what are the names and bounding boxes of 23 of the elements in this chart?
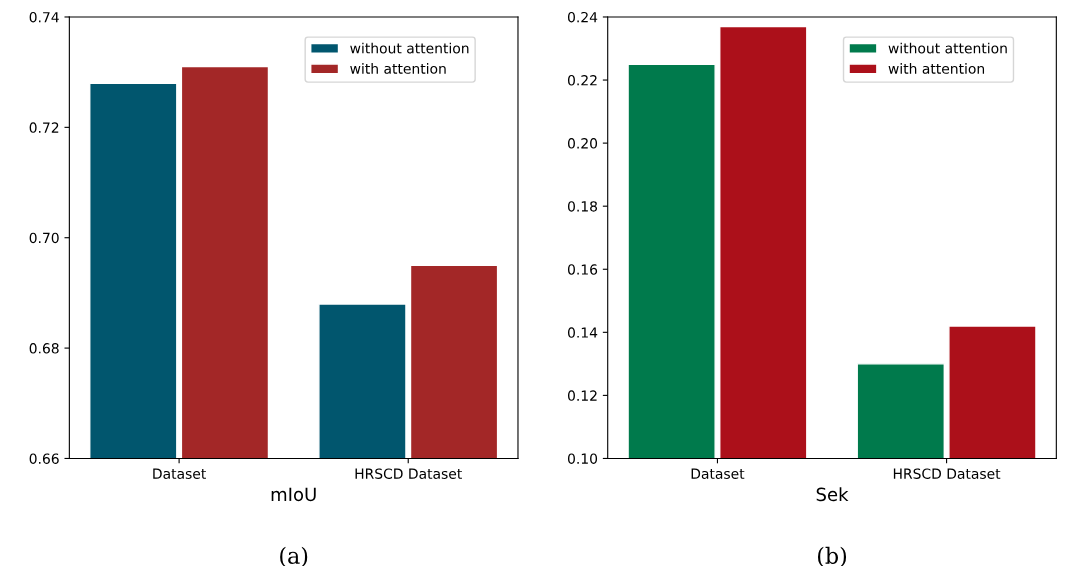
y-tick-label: 0.16 (567, 264, 598, 275)
y-tick-label: 0.74 (29, 11, 59, 23)
y-tick-label: 0.22 (567, 75, 597, 86)
x-tick-label: Dataset (691, 468, 745, 479)
x-tick-label: HRSCD Dataset (893, 468, 1001, 479)
y-tick-label: 0.66 (29, 453, 59, 464)
legend-label: without attention (888, 42, 1007, 54)
y-tick-label: 0.20 (567, 138, 598, 149)
y-tick-label: 0.68 (29, 343, 59, 354)
y-tick-label: 0.24 (567, 11, 598, 23)
y-tick-label: 0.18 (567, 201, 598, 212)
x-tick-label: HRSCD Dataset (355, 468, 462, 479)
y-tick-label: 0.70 (29, 232, 59, 244)
legend-label: with attention (350, 63, 446, 74)
x-axis-title: Sek (816, 487, 849, 502)
y-tick-label: 0.10 (567, 453, 598, 464)
y-tick-label: 0.14 (567, 327, 598, 338)
y-tick-label: 0.12 (567, 390, 597, 401)
y-tick-label: 0.72 (29, 122, 59, 133)
legend-label: without attention (350, 42, 469, 54)
legend-label: with attention (888, 63, 985, 74)
x-tick-label: Dataset (153, 468, 206, 479)
x-axis-title: mIoU (271, 487, 316, 502)
